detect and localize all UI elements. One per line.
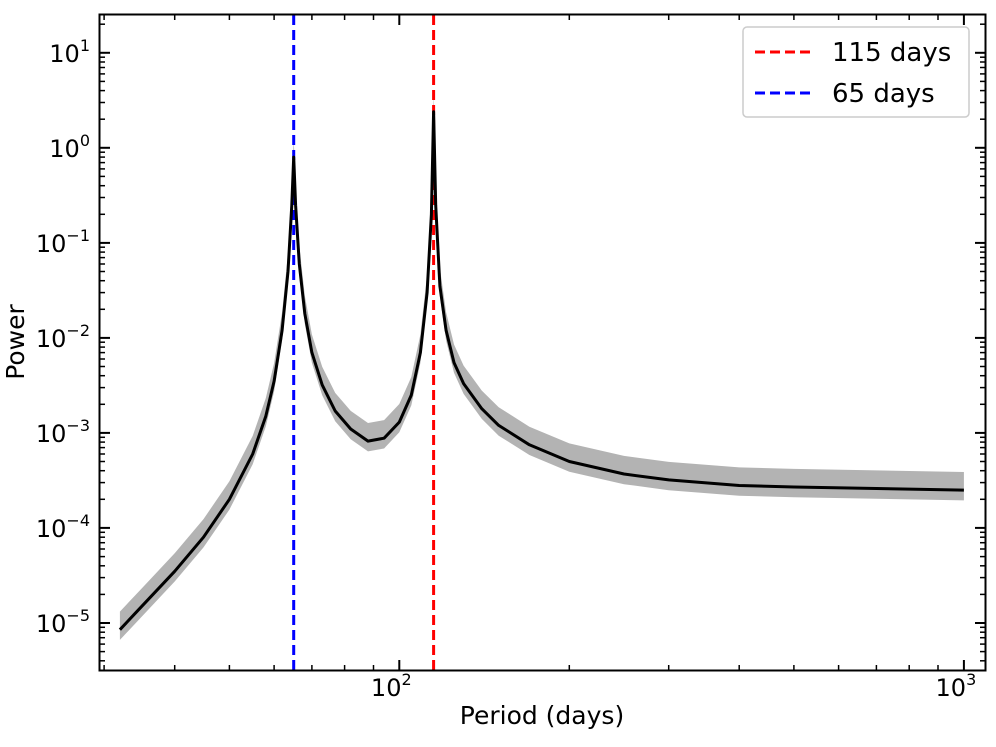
series-layer bbox=[118, 110, 964, 631]
plot-area bbox=[118, 15, 964, 670]
x-axis-label: Period (days) bbox=[460, 701, 624, 730]
y-tick-label: 101 bbox=[49, 36, 90, 68]
legend-label-65-days: 65 days bbox=[832, 79, 935, 109]
power-curve bbox=[118, 110, 964, 631]
legend-box bbox=[742, 26, 970, 118]
legend-label-115-days: 115 days bbox=[832, 38, 951, 68]
y-axis-label: Power bbox=[1, 303, 30, 379]
axes-frame bbox=[98, 13, 987, 672]
legend: 115 days 65 days bbox=[742, 26, 970, 118]
